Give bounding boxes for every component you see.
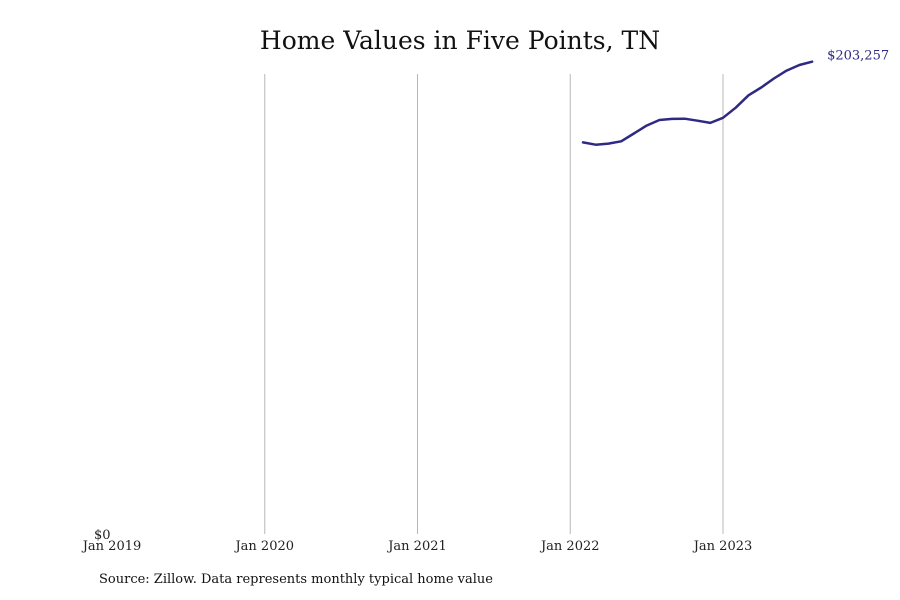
series-line (581, 60, 814, 146)
source-note: Source: Zillow. Data represents monthly … (99, 572, 493, 587)
x-tick-label: Jan 2019 (81, 539, 142, 554)
y-axis-ticks: $0 (94, 528, 111, 543)
series-layer (581, 60, 814, 146)
data-labels: $203,257 (827, 49, 889, 64)
x-tick-label: Jan 2022 (539, 539, 600, 554)
x-tick-label: Jan 2021 (386, 539, 447, 554)
x-tick-label: Jan 2020 (233, 539, 294, 554)
y-tick-label: $0 (94, 528, 111, 543)
x-axis-ticks: Jan 2019 Jan 2020 Jan 2021 Jan 2022 Jan 2023 (81, 539, 753, 554)
chart-title: Home Values in Five Points, TN (259, 26, 661, 55)
end-value-label: $203,257 (827, 49, 889, 64)
x-tick-label: Jan 2023 (692, 539, 753, 554)
gridlines (264, 74, 724, 534)
